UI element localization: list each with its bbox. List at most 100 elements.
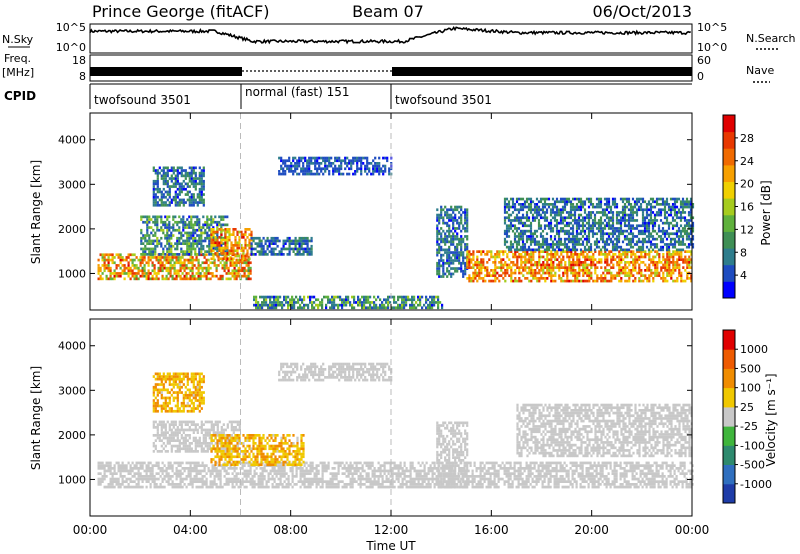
power-cells-cell xyxy=(318,162,321,165)
power-cells-cell xyxy=(166,174,169,178)
power-cells-cell xyxy=(454,253,457,257)
vel-cells-cell xyxy=(185,485,188,489)
power-cells-cell xyxy=(348,162,351,165)
power-cells-cell xyxy=(535,208,539,212)
power-cells-cell xyxy=(583,224,587,228)
vel-cells-cell xyxy=(101,480,104,483)
power-cells-cell xyxy=(560,253,563,256)
power-cells-cell xyxy=(616,263,619,267)
power-cells-cell xyxy=(530,250,533,253)
power-cells-cell xyxy=(516,261,519,264)
power-cells-cell xyxy=(466,243,469,246)
power-cells-cell xyxy=(208,244,211,248)
power-cells-cell xyxy=(178,182,181,186)
power-cells-cell xyxy=(552,263,555,267)
power-cells-cell xyxy=(484,274,487,277)
power-cells-cell xyxy=(615,205,619,209)
power-cells-cell xyxy=(502,277,505,280)
power-cells-cell xyxy=(673,232,677,236)
power-cells-cell xyxy=(180,234,183,237)
power-cells-cell xyxy=(142,250,145,253)
power-cells-cell xyxy=(201,274,204,278)
power-cells-cell xyxy=(164,220,167,224)
power-cells-cell xyxy=(263,298,266,302)
power-cells-cell xyxy=(378,172,381,176)
power-cells-cell xyxy=(562,279,565,283)
power-cells-cell xyxy=(634,266,637,269)
power-cells-cell xyxy=(338,156,341,160)
power-cells-cell xyxy=(627,208,631,212)
power-cells-cell xyxy=(164,174,167,178)
power-cells-cell xyxy=(450,267,453,270)
power-cells-cell xyxy=(158,166,161,170)
power-cells-cell xyxy=(366,156,369,160)
power-cells-cell xyxy=(645,235,649,238)
power-cells-cell xyxy=(310,162,313,165)
power-cells-cell xyxy=(644,277,647,280)
vel-cells-cell xyxy=(197,485,200,489)
power-cells-cell xyxy=(535,203,539,206)
power-cells-cell xyxy=(658,274,661,277)
power-cells-cell xyxy=(621,213,625,217)
power-cells-cell xyxy=(608,263,611,267)
power-cells-cell xyxy=(564,261,567,264)
power-cells-cell xyxy=(201,266,204,270)
power-cells-cell xyxy=(502,258,505,261)
power-cells-cell xyxy=(170,174,173,178)
power-cells-cell xyxy=(190,247,193,251)
power-cells-cell xyxy=(541,216,545,220)
vel-cells-cell xyxy=(147,467,150,470)
vel-cells-cell xyxy=(231,467,234,470)
power-cells-cell xyxy=(664,261,667,264)
power-cells-cell xyxy=(216,241,219,245)
power-cells-cell xyxy=(142,215,145,219)
vel-cells-cell xyxy=(97,477,100,481)
power-cells-cell xyxy=(607,237,611,241)
power-cells-cell xyxy=(668,263,671,267)
power-cells-cell xyxy=(234,244,237,247)
power-cells-cell xyxy=(579,232,583,236)
vel-cells-cell xyxy=(117,461,120,465)
power-cells-cell xyxy=(570,266,573,269)
power-cells-cell xyxy=(321,306,324,310)
power-cells-cell xyxy=(535,248,539,252)
vel-cells-cell xyxy=(113,485,116,489)
power-cells-cell xyxy=(658,255,661,259)
power-cells-cell xyxy=(575,235,579,238)
power-cells-cell xyxy=(537,245,541,249)
power-cells-cell xyxy=(689,200,693,204)
power-cells-cell xyxy=(462,272,465,276)
power-cells-cell xyxy=(109,266,112,270)
power-cells-cell xyxy=(452,232,455,236)
power-cells-cell xyxy=(589,245,593,249)
vel-cells-cell xyxy=(179,485,182,489)
power-cells-cell xyxy=(654,271,657,275)
power-cells-cell xyxy=(250,233,253,236)
power-cells-cell xyxy=(436,216,439,220)
power-cells-cell xyxy=(205,253,208,257)
power-cells-cell xyxy=(691,245,695,249)
power-cells-cell xyxy=(324,170,327,173)
power-cells-cell xyxy=(164,203,167,207)
power-cells-cell xyxy=(279,295,282,299)
power-cells-cell xyxy=(534,261,537,264)
power-cells-cell xyxy=(579,203,583,206)
power-cells-cell xyxy=(687,205,691,209)
power-cells-cell xyxy=(625,235,629,238)
power-cells-cell xyxy=(659,211,663,214)
power-cells-cell xyxy=(288,239,291,243)
power-cells-cell xyxy=(687,235,691,238)
power-cells-cell xyxy=(144,250,147,253)
power-cells-cell xyxy=(543,205,547,209)
power-cells-cell xyxy=(452,267,455,270)
vel-cells-cell xyxy=(251,480,254,483)
power-cells-cell xyxy=(152,242,155,245)
power-cells-cell xyxy=(682,266,685,269)
power-cells-cell xyxy=(567,237,571,241)
power-cells-cell xyxy=(543,227,547,230)
power-cells-cell xyxy=(656,274,659,277)
power-cells-cell xyxy=(419,295,422,299)
vel-cells-cell xyxy=(149,472,152,475)
vel-cells-cell xyxy=(137,483,140,486)
power-cells-cell xyxy=(538,258,541,261)
